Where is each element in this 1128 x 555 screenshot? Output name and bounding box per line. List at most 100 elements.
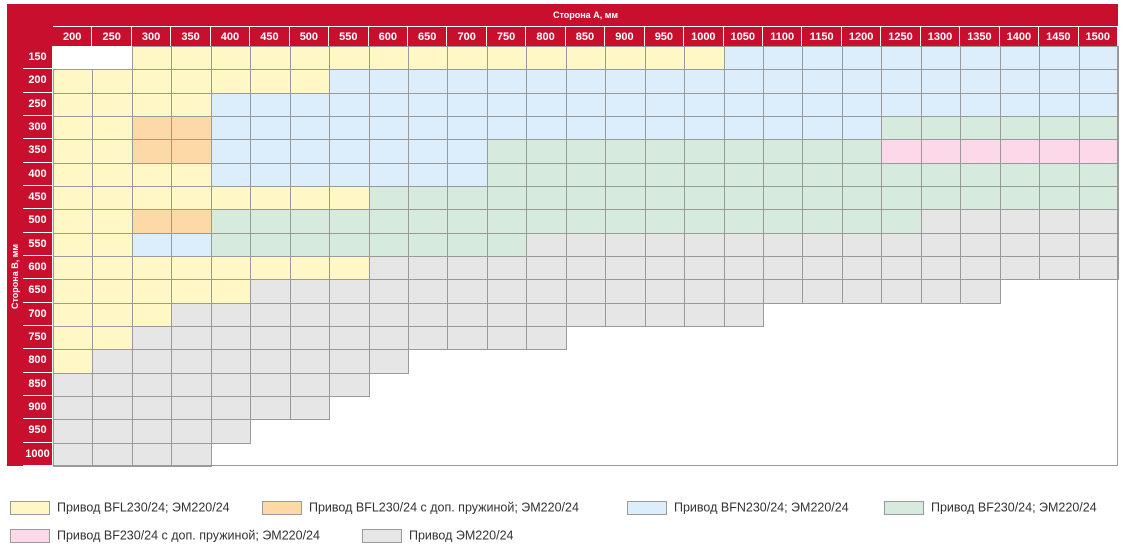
table-cell bbox=[250, 186, 291, 211]
table-cell bbox=[329, 162, 370, 187]
table-cell bbox=[486, 69, 528, 94]
table-cell bbox=[131, 209, 173, 234]
table-cell bbox=[92, 162, 133, 187]
table-cell bbox=[763, 92, 804, 117]
table-cell bbox=[53, 139, 94, 164]
table-cell bbox=[999, 209, 1041, 234]
table-cell bbox=[565, 69, 607, 94]
table-cell bbox=[1039, 69, 1080, 94]
table-cell bbox=[408, 116, 449, 141]
column-header: 1200 bbox=[841, 26, 882, 46]
table-cell bbox=[171, 349, 212, 374]
table-cell bbox=[605, 232, 646, 257]
table-cell bbox=[684, 302, 725, 327]
table-cell bbox=[171, 116, 212, 141]
table-cell bbox=[802, 116, 843, 141]
table-cell bbox=[210, 326, 252, 351]
row-header: 950 bbox=[23, 419, 52, 443]
table-cell bbox=[329, 46, 370, 71]
row-header: 600 bbox=[23, 256, 52, 280]
table-cell bbox=[1078, 139, 1119, 164]
legend-swatch bbox=[10, 500, 50, 515]
table-cell bbox=[565, 186, 607, 211]
table-cell bbox=[1078, 92, 1119, 117]
legend-item: Привод ЭМ220/24 bbox=[362, 528, 514, 543]
column-header: 1500 bbox=[1078, 26, 1118, 46]
table-cell bbox=[210, 349, 252, 374]
table-cell bbox=[250, 372, 291, 397]
table-cell bbox=[250, 302, 291, 327]
table-cell bbox=[1039, 139, 1080, 164]
table-cell bbox=[250, 46, 291, 71]
table-cell bbox=[92, 46, 133, 71]
table-cell bbox=[1078, 69, 1119, 94]
table-cell bbox=[447, 209, 488, 234]
legend-label: Привод BF230/24; ЭМ220/24 bbox=[931, 500, 1097, 515]
row-axis-title: Сторона B, мм bbox=[10, 243, 20, 309]
table-cell bbox=[881, 186, 922, 211]
column-header: 1000 bbox=[684, 26, 724, 46]
table-cell bbox=[1078, 186, 1119, 211]
table-cell bbox=[644, 46, 686, 71]
table-cell bbox=[171, 46, 212, 71]
table-cell bbox=[368, 232, 409, 257]
table-cell bbox=[486, 186, 528, 211]
table-cell bbox=[250, 396, 291, 421]
table-cell bbox=[92, 349, 133, 374]
column-header: 200 bbox=[53, 26, 93, 46]
table-cell bbox=[605, 46, 646, 71]
table-cell bbox=[644, 232, 686, 257]
table-cell bbox=[841, 256, 883, 281]
table-cell bbox=[329, 116, 370, 141]
table-cell bbox=[329, 349, 370, 374]
table-cell bbox=[526, 92, 567, 117]
table-cell bbox=[408, 279, 449, 304]
table-cell bbox=[1039, 46, 1080, 71]
table-cell bbox=[920, 209, 962, 234]
table-cell bbox=[920, 92, 962, 117]
table-cell bbox=[644, 92, 686, 117]
table-cell bbox=[92, 139, 133, 164]
table-cell bbox=[684, 139, 725, 164]
table-cell bbox=[644, 69, 686, 94]
table-cell bbox=[53, 302, 94, 327]
table-cell bbox=[486, 139, 528, 164]
column-header: 300 bbox=[131, 26, 172, 46]
table-cell bbox=[605, 256, 646, 281]
table-cell bbox=[486, 232, 528, 257]
table-cell bbox=[250, 92, 291, 117]
table-cell bbox=[565, 92, 607, 117]
table-cell bbox=[171, 69, 212, 94]
table-cell bbox=[53, 186, 94, 211]
table-cell bbox=[289, 326, 331, 351]
table-cell bbox=[368, 139, 409, 164]
table-cell bbox=[960, 139, 1001, 164]
table-cell bbox=[565, 302, 607, 327]
table-cell bbox=[53, 116, 94, 141]
column-header: 950 bbox=[644, 26, 685, 46]
table-cell bbox=[329, 279, 370, 304]
table-cell bbox=[565, 232, 607, 257]
table-cell bbox=[171, 326, 212, 351]
table-cell bbox=[763, 46, 804, 71]
column-header: 500 bbox=[289, 26, 330, 46]
table-cell bbox=[447, 46, 488, 71]
table-cell bbox=[763, 139, 804, 164]
table-cell bbox=[526, 232, 567, 257]
legend-label: Привод ЭМ220/24 bbox=[409, 528, 514, 543]
table-cell bbox=[210, 372, 252, 397]
table-cell bbox=[881, 69, 922, 94]
table-cell bbox=[1039, 232, 1080, 257]
table-cell bbox=[763, 209, 804, 234]
table-cell bbox=[447, 279, 488, 304]
table-cell bbox=[565, 116, 607, 141]
table-cell bbox=[447, 92, 488, 117]
table-cell bbox=[329, 372, 370, 397]
table-cell bbox=[1039, 186, 1080, 211]
table-cell bbox=[841, 209, 883, 234]
table-cell bbox=[486, 302, 528, 327]
table-cell bbox=[723, 92, 764, 117]
table-cell bbox=[289, 186, 331, 211]
table-cell bbox=[999, 162, 1041, 187]
table-cell bbox=[53, 209, 94, 234]
